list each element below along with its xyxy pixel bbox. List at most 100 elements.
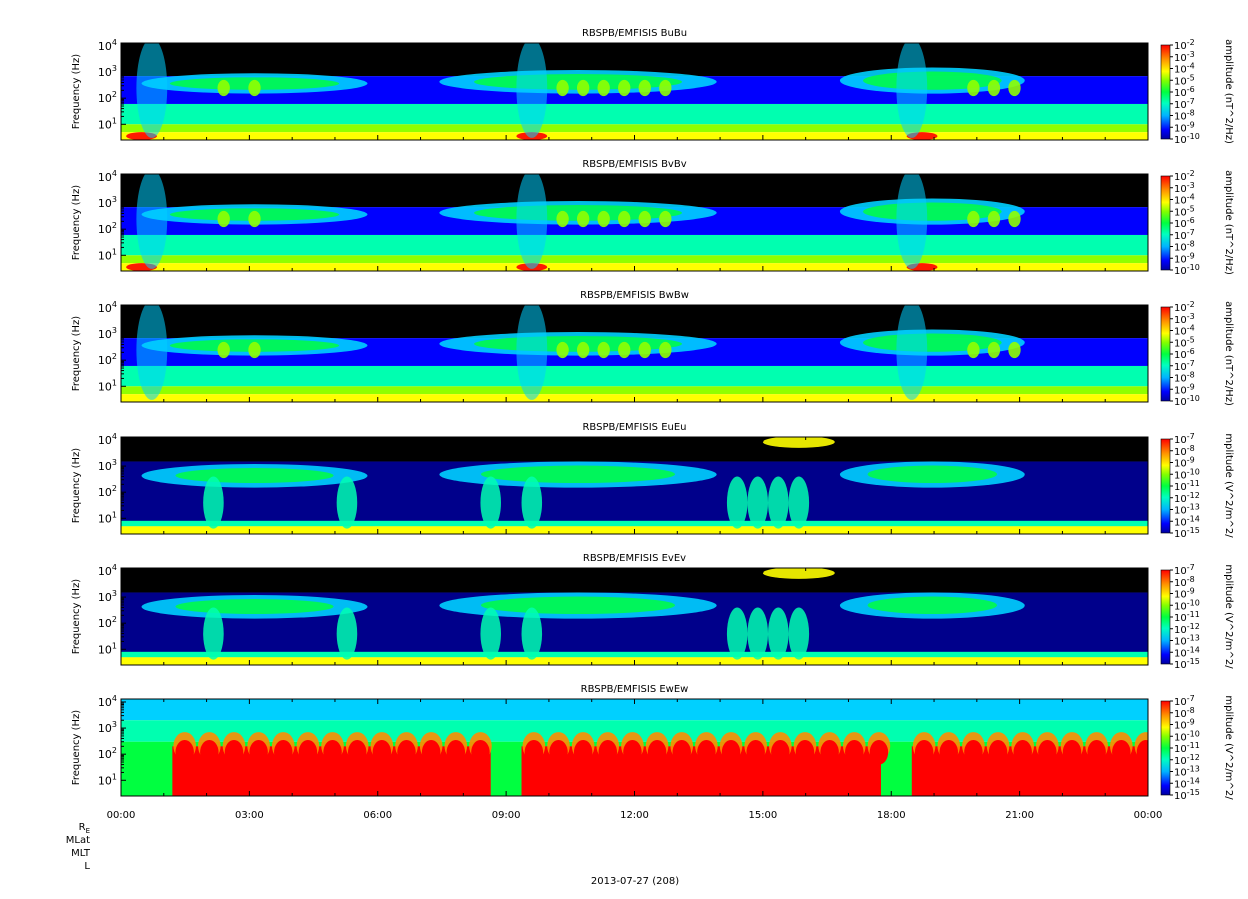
colorbar-tick-label: 10-10 [1174,263,1200,277]
chorus-burst [556,341,569,359]
y-tick-label: 103 [98,64,117,79]
y-tick-label: 103 [98,458,117,473]
colorbar-label: amplitude (nT^2/Hz) [1223,301,1234,406]
red-lobe-core [549,739,568,765]
chorus-burst [248,341,261,359]
colorbar-tick-label: 10-4 [1174,324,1195,338]
y-axis-label: Frequency (Hz) [71,710,82,786]
colorbar-tick-label: 10-15 [1174,526,1200,540]
red-lobe-core [200,739,219,765]
chorus-burst [987,79,1001,97]
spectrogram-image [121,568,1148,665]
chorus-burst [597,341,610,359]
date-label: 2013-07-27 (208) [591,876,679,887]
colorbar-tick-label: 10-4 [1174,62,1195,76]
x-tick-label: 03:00 [235,810,264,821]
y-tick-label: 102 [98,615,117,630]
chorus-burst [576,210,590,228]
chorus-burst [638,341,651,359]
chorus-burst [987,341,1001,359]
plasmapause-spike [896,305,928,400]
bg-low [121,103,1148,125]
colorbar-label: mplitude (V^2/m^2/ [1223,695,1234,800]
red-lobe-core [914,739,934,765]
emission-core [480,596,676,614]
y-axis-label: Frequency (Hz) [71,316,82,392]
colorbar-tick-label: 10-5 [1174,204,1195,218]
colorbar-tick-label: 10-10 [1174,467,1200,481]
colorbar-tick-label: 10-5 [1174,73,1195,87]
chorus-burst [1008,341,1021,359]
colorbar-tick-label: 10-10 [1174,598,1200,612]
colorbar-tick-label: 10-9 [1174,456,1195,470]
colorbar [1160,700,1171,796]
colorbar-tick-label: 10-8 [1174,371,1195,385]
broadband-burst [747,476,769,529]
panel-title: RBSPB/EMFISIS EuEu [582,422,686,433]
colorbar-tick-label: 10-15 [1174,657,1200,671]
chorus-core [863,333,1002,352]
y-tick-label: 104 [98,169,117,184]
y-tick-label: 101 [98,772,117,787]
x-tick-label: 06:00 [363,810,392,821]
chorus-burst [217,79,230,97]
x-tick-label: 00:00 [107,810,136,821]
chorus-burst [638,79,651,97]
colorbar-tick-label: 10-2 [1174,38,1195,52]
spectrogram-image [121,437,1148,534]
red-lobe-core [845,739,864,765]
y-tick-label: 101 [98,247,117,262]
red-lobe-core [771,739,790,765]
colorbar-tick-label: 10-8 [1174,109,1195,123]
chorus-burst [556,79,569,97]
chorus-burst [638,210,651,228]
bg-lower [121,124,1148,133]
broadband-burst [521,476,543,529]
colorbar [1160,44,1171,140]
red-lobe-core [1136,739,1148,765]
chorus-burst [576,341,590,359]
plasmapause-spike [516,43,548,138]
red-lobe-core [471,739,490,765]
y-tick-label: 104 [98,38,117,53]
red-lobe-core [397,739,416,765]
high-freq-line [762,568,835,579]
colorbar-tick-label: 10-14 [1174,645,1200,659]
red-lobe-core [721,739,741,765]
panel-title: RBSPB/EMFISIS EwEw [581,684,689,695]
red-lobe-core [372,739,392,765]
plasmapause-spike [896,174,928,269]
colorbar [1160,569,1171,665]
colorbar-tick-label: 10-13 [1174,765,1200,779]
chorus-burst [967,79,980,97]
colorbar-tick-label: 10-7 [1174,97,1195,111]
broadband-burst [336,476,358,529]
ephemeris-label: RE [79,822,90,835]
ephemeris-label: MLat [66,835,90,846]
chorus-burst [1008,79,1021,97]
y-tick-label: 104 [98,432,117,447]
red-lobe-core [175,739,194,765]
colorbar-tick-label: 10-12 [1174,491,1200,505]
colorbar-tick-label: 10-7 [1174,228,1195,242]
x-tick-label: 21:00 [1005,810,1034,821]
colorbar-tick-label: 10-10 [1174,132,1200,146]
red-lobe-core [1087,739,1106,765]
chorus-burst [659,79,672,97]
y-axis-label: Frequency (Hz) [71,448,82,524]
broadband-burst [768,476,789,529]
emission-core [867,465,998,483]
red-lobe-core [647,739,667,765]
colorbar-tick-label: 10-13 [1174,503,1200,517]
panel-4: RBSPB/EMFISIS EuEu Frequency (Hz) 101 102 10… [71,422,1234,540]
panel-6: RBSPB/EMFISIS EwEw Frequency (Hz) 101 102 10… [71,684,1234,802]
chorus-burst [217,210,230,228]
emission-core [867,596,998,614]
panels-group: RBSPB/EMFISIS BuBu Frequency (Hz) 101 102 10… [71,28,1234,802]
broadband-burst [788,607,810,660]
ephemeris-label: L [84,861,90,872]
plasmapause-spike [136,305,168,400]
colorbar-tick-label: 10-14 [1174,776,1200,790]
colorbar-tick-label: 10-6 [1174,216,1195,230]
